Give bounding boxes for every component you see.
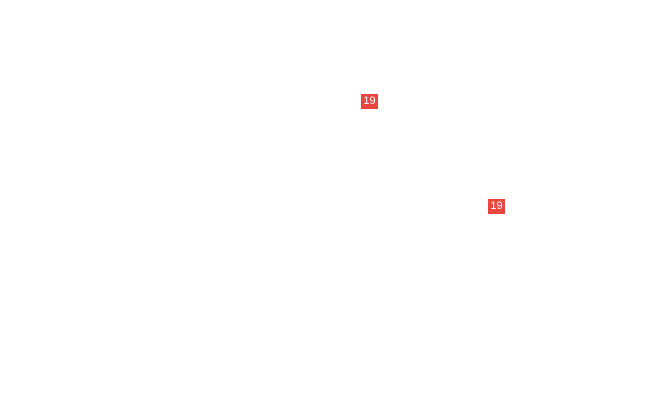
part-callout-badge[interactable]: 19 <box>361 94 378 109</box>
part-callout-badge[interactable]: 19 <box>488 199 505 214</box>
